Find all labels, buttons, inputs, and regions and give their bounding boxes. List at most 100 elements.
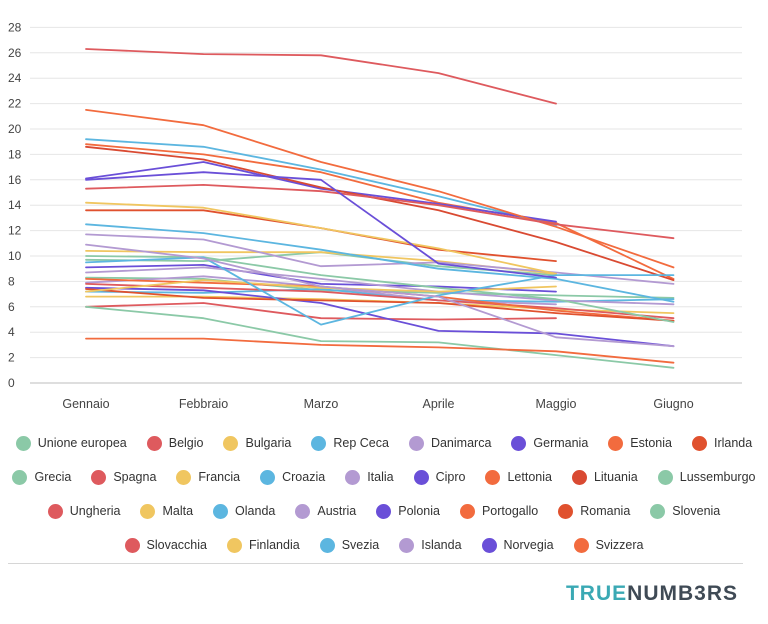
legend-label: Slovenia [672,504,721,518]
legend-label: Slovacchia [146,538,207,552]
series-lines [85,48,675,369]
legend-item[interactable]: Belgio [146,435,203,451]
legend-swatch [140,503,156,519]
y-tick-label: 2 [8,351,15,365]
legend-label: Italia [367,470,394,484]
legend-item[interactable]: Olanda [213,503,276,519]
legend-item[interactable]: Spagna [91,469,157,485]
legend-label: Spagna [113,470,157,484]
x-axis: Gennaio Febbraio Marzo Aprile Maggio Giugno [62,397,693,411]
legend-row: Ungheria Malta Olanda Austria Polonia Portoga… [10,494,758,528]
legend-item[interactable]: Austria [295,503,357,519]
legend-item[interactable]: Lettonia [485,469,552,485]
legend-item[interactable]: Rep Ceca [311,435,389,451]
y-tick-label: 12 [8,224,22,238]
legend-item[interactable]: Romania [558,503,630,519]
legend-label: Croazia [282,470,326,484]
legend-item[interactable]: Portogallo [459,503,539,519]
legend-swatch [15,435,31,451]
legend-label: Danimarca [430,436,492,450]
legend-label: Polonia [398,504,440,518]
y-tick-label: 4 [8,325,15,339]
legend: Unione europea Belgio Bulgaria Rep Ceca Dani… [10,426,758,562]
brand-logo-part1: TRUE [565,582,628,605]
legend-item[interactable]: Cipro [413,469,465,485]
legend-item[interactable]: Slovacchia [124,537,207,553]
series-line-belgio [85,302,557,321]
legend-item[interactable]: Finlandia [226,537,300,553]
series-line-lussemburgo [85,305,675,369]
y-tick-label: 28 [8,20,22,34]
legend-label: Austria [317,504,357,518]
y-tick-label: 10 [8,249,22,263]
legend-swatch [213,503,229,519]
series-line-malta [85,201,557,275]
legend-label: Unione europea [37,436,127,450]
legend-label: Olanda [235,504,276,518]
series-line-ungheria [85,282,675,320]
legend-label: Irlanda [713,436,753,450]
legend-item[interactable]: Slovenia [650,503,721,519]
legend-label: Lituania [593,470,638,484]
y-tick-label: 20 [8,122,22,136]
legend-label: Francia [198,470,241,484]
legend-swatch [571,469,587,485]
legend-item[interactable]: Norvegia [481,537,554,553]
legend-item[interactable]: Malta [140,503,194,519]
legend-item[interactable]: Germania [511,435,588,451]
series-line-austria [85,266,675,306]
legend-label: Malta [162,504,194,518]
legend-swatch [650,503,666,519]
legend-swatch [260,469,276,485]
legend-item[interactable]: Islanda [399,537,462,553]
legend-swatch [311,435,327,451]
legend-label: Portogallo [481,504,539,518]
legend-item[interactable]: Unione europea [15,435,127,451]
x-tick-label: Gennaio [62,397,109,411]
legend-swatch [481,537,497,553]
y-tick-label: 26 [8,46,22,60]
brand-logo-part2: NUMB3RS [627,582,738,605]
legend-swatch [226,537,242,553]
legend-item[interactable]: Ungheria [47,503,120,519]
y-tick-label: 22 [8,97,22,111]
series-line-norvegia [85,171,557,279]
legend-label: Svizzera [595,538,644,552]
legend-swatch [146,435,162,451]
legend-label: Estonia [630,436,672,450]
legend-item[interactable]: Italia [345,469,394,485]
legend-swatch [413,469,429,485]
legend-swatch [12,469,28,485]
y-tick-label: 0 [8,376,15,390]
series-line-islanda [85,243,675,348]
series-line-romania [85,288,675,322]
legend-item[interactable]: Irlanda [691,435,753,451]
legend-item[interactable]: Estonia [608,435,672,451]
legend-label: Bulgaria [245,436,292,450]
legend-item[interactable]: Lussemburgo [657,469,756,485]
legend-swatch [573,537,589,553]
legend-item[interactable]: Francia [176,469,241,485]
legend-swatch [345,469,361,485]
legend-item[interactable]: Danimarca [408,435,492,451]
legend-item[interactable]: Svezia [319,537,379,553]
legend-item[interactable]: Polonia [376,503,440,519]
legend-item[interactable]: Bulgaria [223,435,292,451]
legend-swatch [511,435,527,451]
legend-item[interactable]: Croazia [260,469,326,485]
series-line-finlandia [85,279,557,293]
series-line-lettonia [85,109,675,269]
legend-label: Lussemburgo [679,470,756,484]
legend-item[interactable]: Svizzera [573,537,644,553]
x-tick-label: Aprile [423,397,455,411]
legend-swatch [124,537,140,553]
legend-swatch [485,469,501,485]
series-line-croazia [85,138,557,227]
legend-item[interactable]: Lituania [571,469,638,485]
legend-swatch [223,435,239,451]
legend-item[interactable]: Grecia [12,469,72,485]
legend-label: Grecia [34,470,72,484]
legend-row: Slovacchia Finlandia Svezia Islanda Norvegia… [10,528,758,562]
y-tick-label: 6 [8,300,15,314]
legend-swatch [657,469,673,485]
